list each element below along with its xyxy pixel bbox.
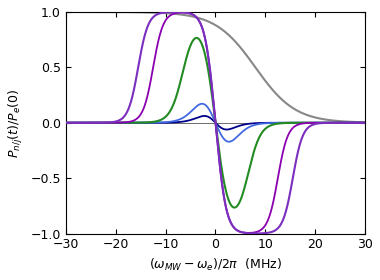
X-axis label: $(\omega_{MW}-\omega_e)/2\pi$  (MHz): $(\omega_{MW}-\omega_e)/2\pi$ (MHz) — [149, 257, 282, 273]
Y-axis label: $P_{n/j}(t)/P_e(0)$: $P_{n/j}(t)/P_e(0)$ — [7, 88, 25, 158]
